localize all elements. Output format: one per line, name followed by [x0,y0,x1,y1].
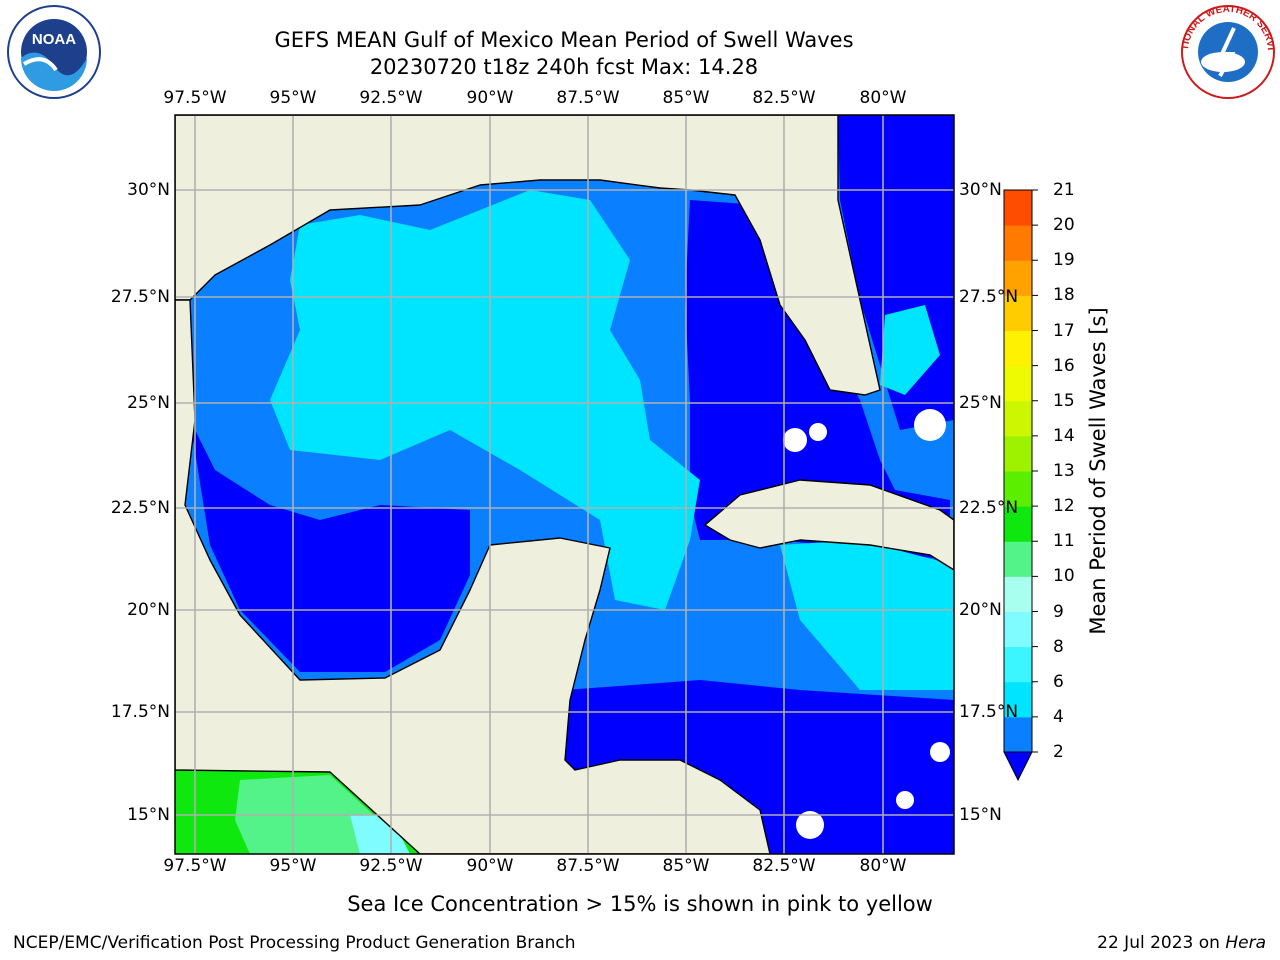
no-data-spot [783,428,807,452]
lat-tick-label: 27.5°N [110,287,170,307]
lat-tick-label: 25°N [959,393,1002,413]
lon-tick-label: 82.5°W [752,88,816,108]
colorbar-segment [1004,330,1032,367]
lon-tick-label: 85°W [662,856,710,876]
colorbar-segment [1004,506,1032,542]
colorbar-tick-label: 6 [1053,671,1064,692]
colorbar-segment [1004,190,1032,226]
colorbar-tick-label: 12 [1053,496,1075,517]
lon-tick-label: 80°W [859,856,907,876]
lat-tick-label: 17.5°N [110,702,170,722]
lon-tick-label: 95°W [269,856,317,876]
footer-credit: NCEP/EMC/Verification Post Processing Pr… [13,933,576,953]
colorbar-tick-label: 4 [1053,706,1064,727]
chart-title: GEFS MEAN Gulf of Mexico Mean Period of … [274,28,854,52]
lon-tick-label: 90°W [466,88,514,108]
sea-ice-note: Sea Ice Concentration > 15% is shown in … [347,892,933,916]
ocean-deep-region-west [190,420,470,672]
colorbar-tick-label: 17 [1053,320,1075,341]
colorbar-tick-label: 14 [1053,425,1075,446]
colorbar-tick-label: 2 [1053,742,1064,762]
land-mexico [175,299,771,854]
colorbar-segment [1004,435,1032,472]
lat-tick-label: 15°N [127,805,170,825]
colorbar-under-arrow [1003,751,1033,782]
colorbar-segment [1004,225,1032,261]
no-data-spot [796,811,824,839]
ocean-light-region-gulf [270,190,700,610]
colorbar-segment [1004,295,1032,331]
colorbar-tick-label: 19 [1053,250,1075,271]
ocean-light-region-caribbean [780,540,954,690]
no-data-spot [930,742,950,762]
no-data-spot [809,423,827,441]
lon-tick-label: 92.5°W [359,88,423,108]
map-frame [174,114,955,855]
map-grid [175,115,954,854]
lat-tick-label: 22.5°N [110,498,170,518]
colorbar-tick-label: 16 [1053,355,1075,376]
colorbar-tick-label: 13 [1053,461,1075,481]
lat-tick-label: 25°N [127,393,170,413]
colorbar-segment [1004,260,1032,296]
colorbar-tick-label: 9 [1053,601,1064,622]
lat-tick-label: 15°N [959,805,1002,825]
colorbar-title: Mean Period of Swell Waves [s] [1086,307,1110,635]
land-cuba [704,479,954,571]
colorbar-segment [1004,716,1032,753]
lon-tick-label: 80°W [859,88,907,108]
footer-date: 22 Jul 2023 on Hera [1097,933,1266,953]
colorbar-tick-label: 20 [1053,215,1075,236]
colorbar-segment [1004,471,1032,507]
colorbar-segment [1004,541,1032,577]
footer-host: Hera [1225,933,1266,953]
chart-subtitle: 20230720 t18z 240h fcst Max: 14.28 [369,55,759,79]
colorbar [1003,189,1038,782]
ocean-light-region-bahamas [880,305,940,395]
lon-tick-label: 90°W [466,856,514,876]
colorbar-tick-label: 11 [1053,531,1075,552]
footer-date-text: 22 Jul 2023 on [1097,933,1226,953]
lon-tick-label: 82.5°W [752,856,816,876]
lat-tick-label: 30°N [959,180,1002,200]
lat-tick-label: 30°N [127,180,170,200]
no-data-spot [914,409,946,441]
colorbar-tick-label: 10 [1053,566,1075,587]
no-data-spot [896,791,914,809]
map-area [175,115,954,854]
lat-tick-label: 17.5°N [959,702,1019,722]
colorbar-segment [1004,681,1032,718]
colorbar-segment [1004,611,1032,648]
noaa-logo: NOAA [7,5,101,99]
colorbar-tick-label: 18 [1053,285,1075,306]
colorbar-segment [1004,400,1032,437]
lon-tick-label: 87.5°W [556,856,620,876]
colorbar-segment [1004,576,1032,612]
lat-tick-label: 20°N [127,600,170,620]
colorbar-tick-label: 21 [1053,180,1075,200]
lon-tick-label: 92.5°W [359,856,423,876]
lat-tick-label: 20°N [959,600,1002,620]
lat-tick-label: 27.5°N [959,287,1019,307]
colorbar-segment [1004,365,1032,402]
lon-tick-label: 97.5°W [163,856,227,876]
lon-tick-label: 97.5°W [163,88,227,108]
nws-logo: NATIONAL WEATHER SERVICE [1178,4,1276,99]
lon-tick-label: 85°W [662,88,710,108]
colorbar-tick-label: 8 [1053,636,1064,657]
noaa-logo-text: NOAA [32,31,76,48]
colorbar-tick-label: 15 [1053,390,1075,411]
lat-tick-label: 22.5°N [959,498,1019,518]
colorbar-segment [1004,646,1032,683]
lon-tick-label: 87.5°W [556,88,620,108]
lon-tick-label: 95°W [269,88,317,108]
